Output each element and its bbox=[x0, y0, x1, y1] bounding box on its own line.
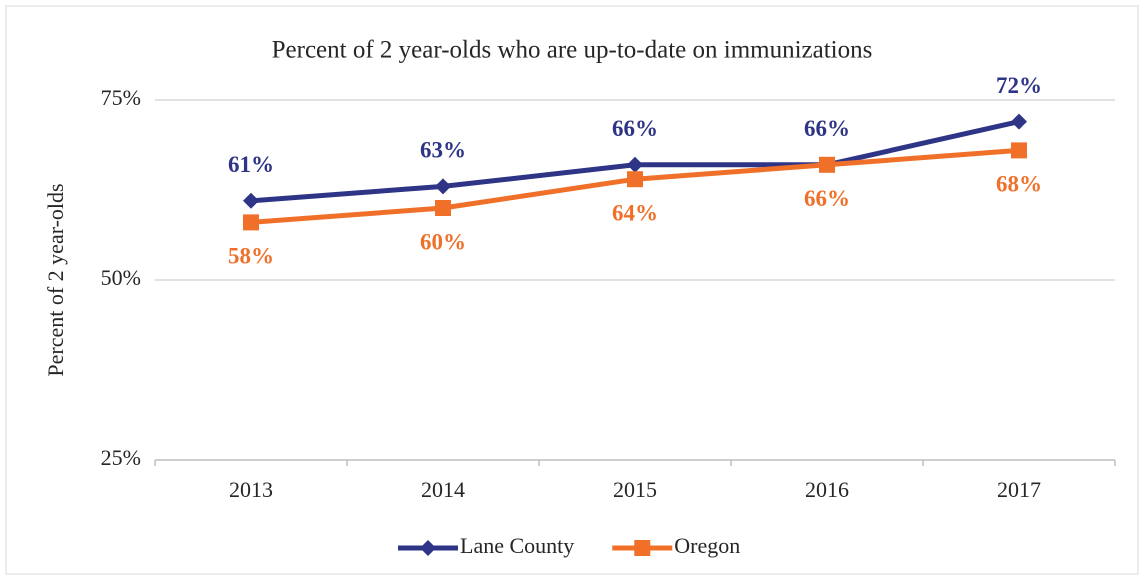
data-label: 72% bbox=[996, 73, 1042, 98]
chart-title: Percent of 2 year-olds who are up-to-dat… bbox=[272, 37, 873, 64]
x-tick-label: 2016 bbox=[805, 477, 849, 502]
chart-border bbox=[5, 5, 1139, 575]
data-label: 61% bbox=[228, 152, 274, 177]
y-tick-label: 25% bbox=[101, 445, 141, 470]
x-tick-label: 2013 bbox=[229, 477, 273, 502]
data-label: 63% bbox=[420, 138, 466, 163]
legend-marker bbox=[420, 540, 436, 556]
data-label: 58% bbox=[228, 244, 274, 269]
data-point bbox=[435, 178, 451, 195]
data-point bbox=[1011, 142, 1027, 159]
data-point bbox=[243, 214, 259, 231]
data-label: 66% bbox=[804, 186, 850, 211]
data-point bbox=[435, 200, 451, 216]
data-label: 66% bbox=[804, 116, 850, 141]
x-tick-label: 2015 bbox=[613, 477, 657, 502]
legend-label: Lane County bbox=[460, 533, 574, 558]
data-label: 66% bbox=[612, 116, 658, 141]
x-tick-label: 2014 bbox=[421, 477, 465, 502]
y-tick-label: 75% bbox=[101, 85, 141, 110]
data-point bbox=[627, 156, 643, 173]
legend-label: Oregon bbox=[674, 533, 740, 558]
x-tick-label: 2017 bbox=[997, 477, 1041, 502]
data-point bbox=[1011, 113, 1027, 130]
data-label: 68% bbox=[996, 172, 1042, 197]
data-point bbox=[819, 156, 835, 173]
legend-marker bbox=[634, 540, 651, 556]
data-label: 60% bbox=[420, 229, 466, 254]
y-tick-label: 50% bbox=[101, 265, 141, 290]
data-label: 64% bbox=[612, 200, 658, 225]
data-point bbox=[243, 192, 259, 209]
y-axis-label: Percent of 2 year-olds bbox=[43, 183, 68, 376]
data-point bbox=[627, 171, 643, 188]
